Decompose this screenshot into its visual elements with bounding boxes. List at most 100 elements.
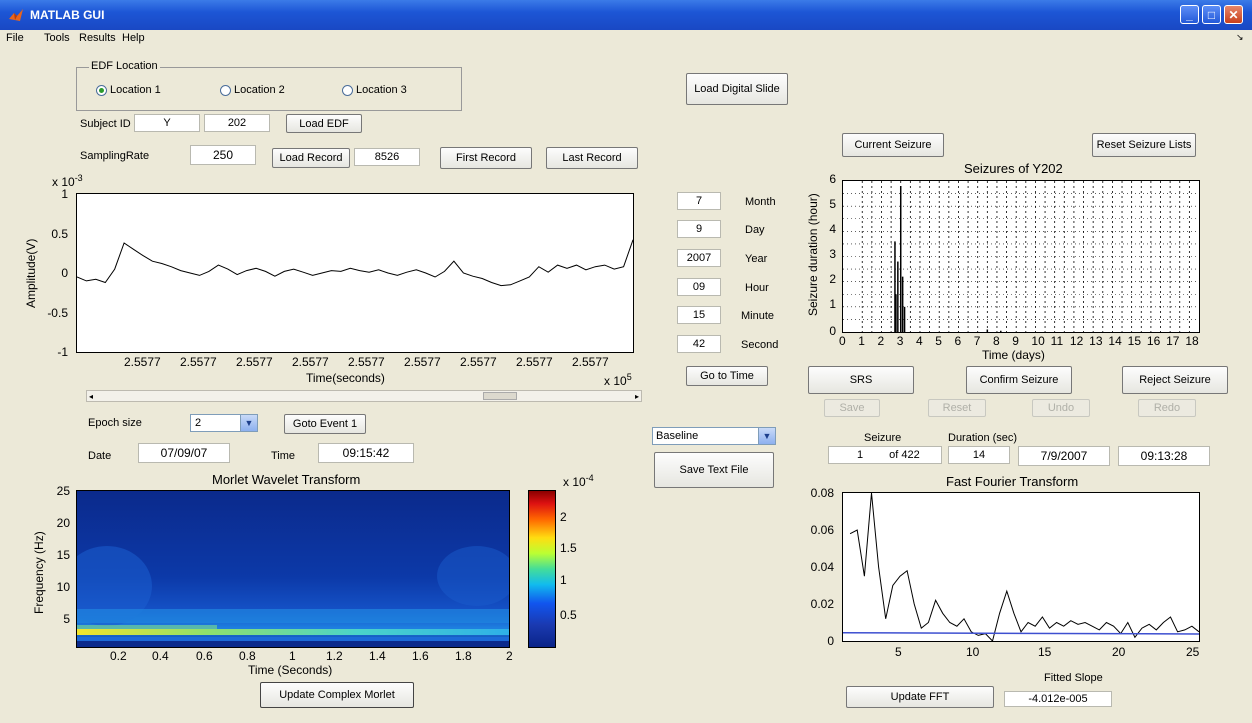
srs-button[interactable]: SRS <box>808 366 914 394</box>
time-label: Time <box>271 450 296 462</box>
radio-location-3-label: Location 3 <box>356 84 407 96</box>
menu-file[interactable]: File <box>6 32 24 44</box>
seizure-duration-field[interactable]: 14 <box>948 446 1010 464</box>
menu-help[interactable]: Help <box>122 32 145 44</box>
subject-number-field[interactable]: 202 <box>204 114 270 132</box>
hour-field[interactable]: 09 <box>677 278 721 296</box>
morlet-xtick: 0.8 <box>239 649 256 663</box>
eeg-scrollbar[interactable]: ◂ ▸ <box>86 390 642 402</box>
reset-seizure-lists-button[interactable]: Reset Seizure Lists <box>1092 133 1196 157</box>
seizure-yticks: 6 5 4 3 2 1 0 <box>812 172 838 342</box>
heatmap-band-top <box>77 625 217 629</box>
edf-location-group <box>76 67 462 111</box>
minimize-button[interactable]: _ <box>1180 5 1199 24</box>
first-record-button[interactable]: First Record <box>440 147 532 169</box>
current-seizure-button[interactable]: Current Seizure <box>842 133 944 157</box>
seizure-xtick: 5 <box>935 334 942 348</box>
seizure-index-field[interactable]: 1 of 422 <box>828 446 942 464</box>
seizure-xtick: 16 <box>1146 334 1161 348</box>
seizure-xtick: 10 <box>1031 334 1045 348</box>
radio-location-1[interactable]: Location 1 <box>96 84 186 98</box>
seizure-index: 1 <box>857 449 864 461</box>
morlet-ytick: 20 <box>56 516 70 530</box>
fft-yticks: 0.08 0.06 0.04 0.02 0 <box>798 486 838 656</box>
sampling-rate-field[interactable]: 250 <box>190 145 256 165</box>
second-field[interactable]: 42 <box>677 335 721 353</box>
undo-button[interactable]: Undo <box>1032 399 1090 417</box>
subject-name-field[interactable]: Y <box>134 114 200 132</box>
scroll-right-icon[interactable]: ▸ <box>634 392 639 401</box>
colorbar-tick: 0.5 <box>560 608 577 622</box>
save-text-file-button[interactable]: Save Text File <box>654 452 774 488</box>
baseline-select[interactable]: Baseline ▼ <box>652 427 776 445</box>
update-fft-button[interactable]: Update FFT <box>846 686 994 708</box>
confirm-seizure-button[interactable]: Confirm Seizure <box>966 366 1072 394</box>
eeg-xticks: 2.5577 2.5577 2.5577 2.5577 2.5577 2.557… <box>76 355 634 369</box>
menu-results[interactable]: Results <box>79 32 116 44</box>
matlab-logo-icon <box>9 9 23 21</box>
minute-field[interactable]: 15 <box>677 306 721 324</box>
seizure-xtick: 8 <box>992 334 1000 348</box>
morlet-heatmap <box>76 490 510 648</box>
fft-xtick: 25 <box>1186 645 1200 659</box>
reset-button[interactable]: Reset <box>928 399 986 417</box>
subject-id-label: Subject ID <box>80 118 131 130</box>
seizure-xtick: 3 <box>896 334 904 348</box>
radio-circle-icon <box>220 85 231 96</box>
morlet-xtick: 1.8 <box>455 649 472 663</box>
morlet-ytick: 25 <box>56 484 70 498</box>
fitted-slope-field[interactable]: -4.012e-005 <box>1004 691 1112 707</box>
eeg-y-exponent: x 10-3 <box>52 173 83 189</box>
year-field[interactable]: 2007 <box>677 249 721 267</box>
chevron-down-icon[interactable]: ▼ <box>758 428 775 444</box>
fft-plot-svg <box>843 493 1199 641</box>
date-field[interactable]: 07/09/07 <box>138 443 230 463</box>
radio-location-2[interactable]: Location 2 <box>220 84 310 98</box>
load-edf-button[interactable]: Load EDF <box>286 114 362 133</box>
save-button[interactable]: Save <box>824 399 880 417</box>
heatmap-blob <box>437 546 509 606</box>
morlet-title: Morlet Wavelet Transform <box>212 472 361 487</box>
eeg-ytick: 0.5 <box>51 227 68 241</box>
menu-tools[interactable]: Tools <box>44 32 70 44</box>
scroll-left-icon[interactable]: ◂ <box>89 392 94 401</box>
day-label: Day <box>745 224 765 236</box>
month-field[interactable]: 7 <box>677 192 721 210</box>
eeg-xtick: 2.5577 <box>460 355 497 369</box>
reject-seizure-button[interactable]: Reject Seizure <box>1122 366 1228 394</box>
menu-arrow-icon[interactable]: ↘ <box>1236 32 1244 42</box>
epoch-size-value: 2 <box>195 417 202 429</box>
scroll-thumb[interactable] <box>483 392 517 400</box>
eeg-y-exponent-power: -3 <box>74 173 83 183</box>
year-label: Year <box>745 253 768 265</box>
go-to-time-button[interactable]: Go to Time <box>686 366 768 386</box>
radio-location-3[interactable]: Location 3 <box>342 84 432 98</box>
fft-ytick: 0.06 <box>810 523 834 537</box>
last-record-button[interactable]: Last Record <box>546 147 638 169</box>
seizure-xtick: 7 <box>973 334 981 348</box>
record-number-field[interactable]: 8526 <box>354 148 420 166</box>
load-record-button[interactable]: Load Record <box>272 148 350 168</box>
day-field[interactable]: 9 <box>677 220 721 238</box>
eeg-xtick: 2.5577 <box>348 355 385 369</box>
redo-button[interactable]: Redo <box>1138 399 1196 417</box>
load-digital-slide-button[interactable]: Load Digital Slide <box>686 73 788 105</box>
eeg-xtick: 2.5577 <box>292 355 329 369</box>
seizure-xtick: 2 <box>877 334 885 348</box>
chevron-down-icon[interactable]: ▼ <box>240 415 257 431</box>
seizure-date-field[interactable]: 7/9/2007 <box>1018 446 1110 466</box>
morlet-xticks: 0.2 0.4 0.6 0.8 1 1.2 1.4 1.6 1.8 2 <box>76 649 516 663</box>
colorbar-exponent-base: x 10 <box>563 475 586 489</box>
close-button[interactable]: ✕ <box>1224 5 1243 24</box>
heatmap-band-bottom <box>77 637 509 641</box>
maximize-button[interactable]: □ <box>1202 5 1221 24</box>
epoch-size-select[interactable]: 2 ▼ <box>190 414 258 432</box>
seizure-time-field[interactable]: 09:13:28 <box>1118 446 1210 466</box>
time-field[interactable]: 09:15:42 <box>318 443 414 463</box>
goto-event-button[interactable]: Goto Event 1 <box>284 414 366 434</box>
update-complex-morlet-button[interactable]: Update Complex Morlet <box>260 682 414 708</box>
seizure-xlabel: Time (days) <box>982 348 1045 362</box>
seizure-xtick: 4 <box>915 334 923 348</box>
seizure-xtick: 0 <box>839 334 846 348</box>
minute-label: Minute <box>741 310 775 322</box>
